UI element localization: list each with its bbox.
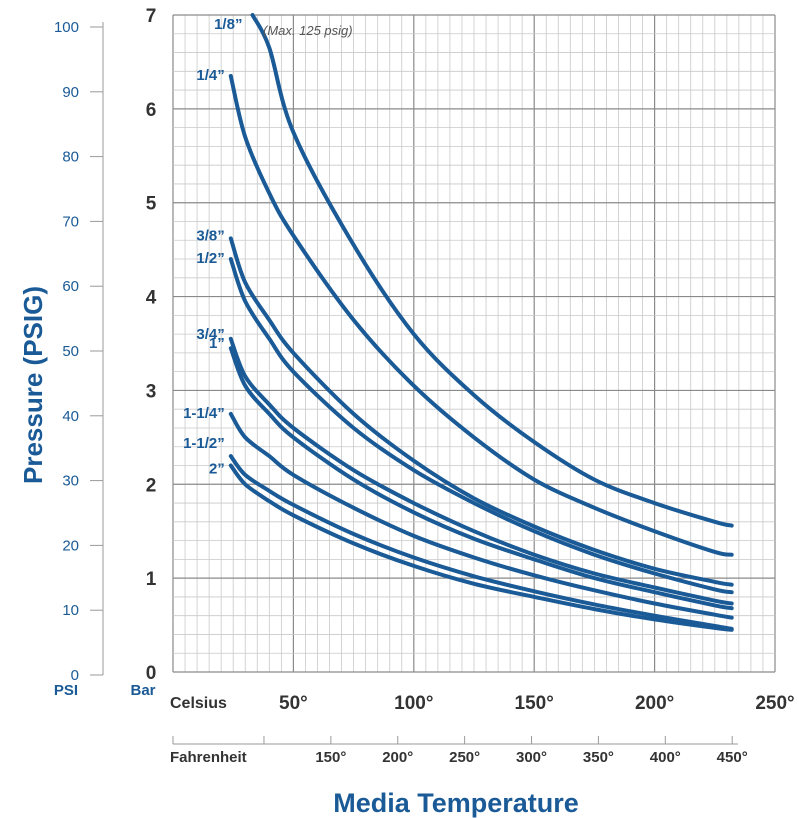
fahrenheit-tick-label: 250° bbox=[449, 749, 480, 766]
psi-tick-label: 60 bbox=[62, 278, 79, 295]
series-line bbox=[228, 236, 734, 587]
label-layer: 0 10 20 30 40 50 60 70 80 90 100 0 1 2 3 4 5 6 7 50° 100° 150… bbox=[54, 6, 795, 766]
bar-tick-label: 5 bbox=[146, 194, 157, 215]
celsius-tick-label: 200° bbox=[635, 693, 674, 714]
grid bbox=[90, 14, 776, 745]
psi-tick-label: 40 bbox=[62, 408, 79, 425]
bar-tick-label: 1 bbox=[146, 569, 157, 590]
series-line bbox=[228, 411, 734, 620]
psi-tick-label: 30 bbox=[62, 473, 79, 490]
bar-tick-label: 3 bbox=[146, 381, 157, 402]
psi-tick-label: 80 bbox=[62, 149, 79, 166]
psi-tick-label: 70 bbox=[62, 213, 79, 230]
bar-unit-label: Bar bbox=[130, 682, 155, 699]
fahrenheit-tick-label: 400° bbox=[650, 749, 681, 766]
series-line bbox=[228, 346, 734, 611]
bar-tick-label: 4 bbox=[146, 288, 157, 309]
fahrenheit-tick-label: 300° bbox=[516, 749, 547, 766]
series-line bbox=[228, 74, 734, 557]
series-label: 1-1/4” bbox=[183, 405, 225, 422]
series-line bbox=[228, 336, 734, 606]
series-label: 1” bbox=[209, 335, 225, 352]
series-label: 1/8” bbox=[214, 16, 242, 33]
series-label: 1/4” bbox=[196, 67, 224, 84]
psi-tick-label: 10 bbox=[62, 602, 79, 619]
fahrenheit-tick-label: 200° bbox=[382, 749, 413, 766]
bar-tick-label: 0 bbox=[146, 663, 157, 684]
series-label: 3/8” bbox=[196, 227, 224, 244]
fahrenheit-tick-label: 150° bbox=[315, 749, 346, 766]
bar-tick-label: 6 bbox=[146, 100, 157, 121]
bar-tick-label: 2 bbox=[146, 475, 157, 496]
bar-tick-label: 7 bbox=[146, 6, 157, 27]
max-pressure-note: (Max. 125 psig) bbox=[263, 23, 353, 38]
psi-tick-label: 50 bbox=[62, 343, 79, 360]
y-axis-title: Pressure (PSIG) bbox=[18, 286, 48, 484]
fahrenheit-tick-label: 450° bbox=[717, 749, 748, 766]
series-label: 1-1/2” bbox=[183, 435, 225, 452]
celsius-tick-label: 50° bbox=[279, 693, 308, 714]
series-line bbox=[250, 13, 734, 528]
series-line bbox=[228, 454, 734, 631]
psi-tick-label: 90 bbox=[62, 84, 79, 101]
series-layer bbox=[228, 13, 734, 632]
psi-tick-label: 0 bbox=[71, 667, 79, 684]
psi-tick-label: 20 bbox=[62, 537, 79, 554]
fahrenheit-tick-label: 350° bbox=[583, 749, 614, 766]
series-label: 2” bbox=[209, 461, 225, 478]
series-label: 3/4” bbox=[196, 326, 224, 343]
celsius-tick-label: 100° bbox=[394, 693, 433, 714]
series-line bbox=[228, 257, 734, 595]
x-axis-title: Media Temperature bbox=[333, 788, 579, 818]
celsius-tick-label: 150° bbox=[515, 693, 554, 714]
psi-tick-label: 100 bbox=[54, 19, 79, 36]
celsius-tick-label: 250° bbox=[755, 693, 794, 714]
psi-unit-label: PSI bbox=[54, 682, 78, 699]
fahrenheit-unit-label: Fahrenheit bbox=[170, 749, 247, 766]
series-label: 1/2” bbox=[196, 250, 224, 267]
celsius-unit-label: Celsius bbox=[170, 695, 227, 712]
series-line bbox=[228, 463, 734, 632]
